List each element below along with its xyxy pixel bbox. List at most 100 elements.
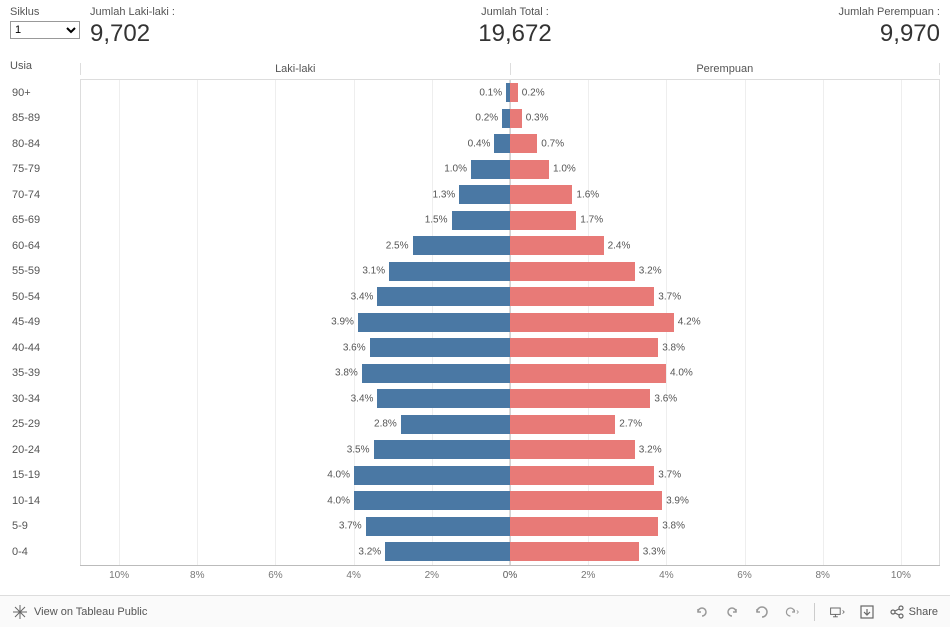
female-bar[interactable]: 3.8% [510,338,658,357]
male-bar[interactable]: 2.5% [413,236,511,255]
female-bar[interactable]: 3.3% [510,542,639,561]
age-label: 0-4 [10,546,80,558]
male-bar-label: 0.1% [479,87,506,98]
female-bar[interactable]: 1.0% [510,160,549,179]
female-bar[interactable]: 3.7% [510,466,654,485]
pyramid-row: 80-840.4%0.7% [10,131,940,157]
female-bar[interactable]: 3.6% [510,389,650,408]
siklus-label: Siklus [10,6,90,18]
female-bar[interactable]: 4.0% [510,364,666,383]
female-bar[interactable]: 2.4% [510,236,604,255]
tableau-public-link[interactable]: View on Tableau Public [12,604,147,620]
male-count-value: 9,702 [90,20,373,48]
age-label: 35-39 [10,367,80,379]
total-count-label: Jumlah Total : [373,6,656,18]
male-bar[interactable]: 1.0% [471,160,510,179]
female-bar[interactable]: 0.2% [510,83,518,102]
x-tick: 4% [346,570,360,581]
total-count-value: 19,672 [373,20,656,48]
female-bar-label: 3.2% [635,266,662,277]
female-bar[interactable]: 1.6% [510,185,572,204]
pyramid-row: 40-443.6%3.8% [10,335,940,361]
x-tick: 6% [737,570,751,581]
male-bar[interactable]: 4.0% [354,466,510,485]
male-bar[interactable]: 3.4% [377,287,510,306]
x-tick: 4% [659,570,673,581]
panel-header-male: Laki-laki [80,63,511,75]
female-bar[interactable]: 3.8% [510,517,658,536]
age-label: 25-29 [10,418,80,430]
age-label: 45-49 [10,316,80,328]
male-bar[interactable]: 3.2% [385,542,510,561]
presentation-icon[interactable] [829,604,845,620]
male-bar[interactable]: 3.6% [370,338,510,357]
male-bar[interactable]: 3.1% [389,262,510,281]
pyramid-row: 30-343.4%3.6% [10,386,940,412]
female-bar-label: 4.2% [674,317,701,328]
male-bar-label: 1.3% [433,189,460,200]
revert-icon[interactable] [754,604,770,620]
female-bar-label: 3.6% [650,393,677,404]
female-bar[interactable]: 0.7% [510,134,537,153]
age-label: 60-64 [10,240,80,252]
male-bar[interactable]: 4.0% [354,491,510,510]
x-tick: 8% [815,570,829,581]
age-label: 5-9 [10,520,80,532]
refresh-icon[interactable] [784,604,800,620]
x-tick: 2% [425,570,439,581]
male-bar[interactable]: 1.5% [452,211,511,230]
tableau-logo-icon [12,604,28,620]
male-bar-label: 3.4% [351,291,378,302]
male-bar[interactable]: 1.3% [459,185,510,204]
male-bar[interactable]: 3.7% [366,517,510,536]
female-bar[interactable]: 3.2% [510,440,635,459]
male-bar[interactable]: 0.2% [502,109,510,128]
x-tick: 6% [268,570,282,581]
male-bar[interactable]: 0.4% [494,134,510,153]
female-bar[interactable]: 4.2% [510,313,674,332]
female-bar-label: 0.2% [518,87,545,98]
female-bar-label: 3.7% [654,291,681,302]
female-bar[interactable]: 0.3% [510,109,522,128]
age-label: 30-34 [10,393,80,405]
male-bar-label: 0.2% [475,113,502,124]
female-bar[interactable]: 1.7% [510,211,576,230]
female-bar-label: 2.4% [604,240,631,251]
male-bar[interactable]: 3.5% [374,440,511,459]
share-button[interactable]: Share [889,604,938,620]
male-bar[interactable]: 3.9% [358,313,510,332]
female-bar-label: 1.6% [572,189,599,200]
female-bar-label: 3.2% [635,444,662,455]
pyramid-row: 75-791.0%1.0% [10,157,940,183]
female-bar[interactable]: 3.9% [510,491,662,510]
male-bar[interactable]: 3.4% [377,389,510,408]
age-label: 85-89 [10,112,80,124]
pyramid-row: 25-29 2.8%2.7% [10,412,940,438]
x-tick: 0% [503,570,517,581]
male-bar-label: 0.4% [468,138,495,149]
redo-icon[interactable] [724,604,740,620]
female-bar-label: 0.3% [522,113,549,124]
male-bar-label: 2.5% [386,240,413,251]
siklus-select[interactable]: 1 [10,21,80,39]
undo-icon[interactable] [694,604,710,620]
female-bar[interactable]: 3.7% [510,287,654,306]
female-count-label: Jumlah Perempuan : [657,6,940,18]
female-bar-label: 1.7% [576,215,603,226]
male-bar-label: 1.5% [425,215,452,226]
female-bar[interactable]: 3.2% [510,262,635,281]
male-bar-label: 3.8% [335,368,362,379]
age-axis-label: Usia [10,60,32,72]
female-bar-label: 3.3% [639,546,666,557]
female-bar-label: 3.8% [658,342,685,353]
female-bar[interactable]: 2.7% [510,415,615,434]
age-label: 55-59 [10,265,80,277]
male-bar[interactable]: 2.8% [401,415,510,434]
pyramid-row: 10-144.0%3.9% [10,488,940,514]
download-icon[interactable] [859,604,875,620]
male-bar[interactable]: 3.8% [362,364,510,383]
age-label: 70-74 [10,189,80,201]
x-tick: 8% [190,570,204,581]
male-bar-label: 1.0% [444,164,471,175]
x-tick: 10% [109,570,129,581]
